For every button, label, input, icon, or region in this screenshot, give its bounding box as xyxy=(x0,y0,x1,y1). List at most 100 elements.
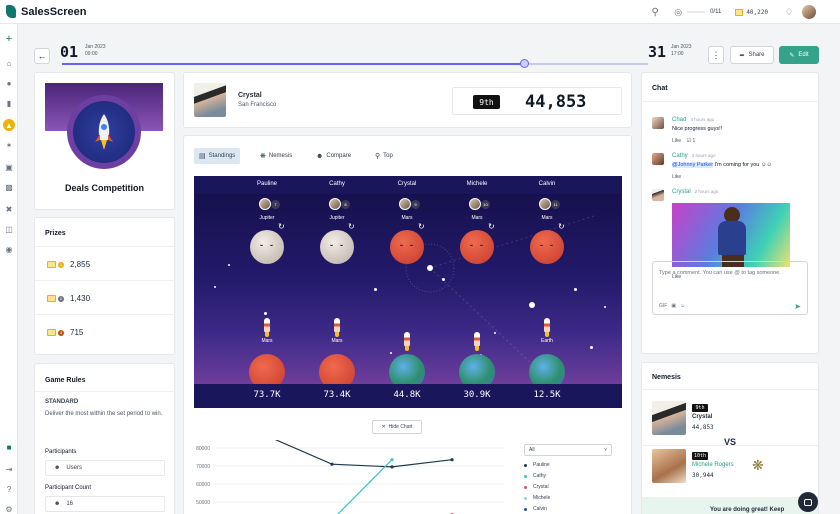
legend-dot-icon xyxy=(524,485,527,489)
start-month: Jan 2023 xyxy=(85,44,106,50)
image-icon[interactable]: ▣ xyxy=(671,303,677,309)
hide-chart-button[interactable]: ✕ Hide Chart xyxy=(372,420,422,434)
end-meta: Jan 2023 17:00 xyxy=(671,44,692,58)
search-icon[interactable]: ⚲ xyxy=(651,6,659,18)
logout-icon[interactable]: ⇥ xyxy=(5,464,13,474)
arrow-left-icon: ← xyxy=(37,51,47,61)
prize-value: 715 xyxy=(70,328,84,337)
legend-item[interactable]: Calvin xyxy=(524,506,547,512)
timeline: ← 01 Jan 2023 09:00 31 Jan 2023 17:00 ⋮ … xyxy=(18,24,840,70)
standings-player-name: Crystal xyxy=(397,181,417,187)
cards-icon[interactable]: ◫ xyxy=(5,224,13,234)
edit-button[interactable]: ✎ Edit xyxy=(779,46,819,64)
like-button[interactable]: Like xyxy=(672,174,682,180)
chat-text: Nice progress guys!! xyxy=(672,126,723,132)
planet-label: Jupiter xyxy=(329,215,345,221)
gift-icon[interactable]: ▩ xyxy=(5,182,13,192)
settings-icon[interactable]: ⚙ xyxy=(5,504,13,514)
progress-stat[interactable]: ◎ 0/11 xyxy=(674,7,721,18)
legend-item[interactable]: Pauline xyxy=(524,462,550,468)
tools-icon[interactable]: ✖ xyxy=(5,204,13,214)
rank-badge: 3 xyxy=(58,329,64,336)
rival-name[interactable]: Michele Rogers xyxy=(692,462,734,468)
trophy-nav-icon[interactable]: ▲ xyxy=(3,119,15,131)
player-avatar[interactable] xyxy=(539,198,551,210)
bell-icon[interactable]: ♢ xyxy=(784,6,794,18)
stats-icon[interactable]: ▮ xyxy=(6,98,12,108)
standings-value: 30.9K xyxy=(463,390,491,400)
rocket-icon xyxy=(404,332,410,346)
emoji-icon[interactable]: ☺ xyxy=(680,303,686,309)
like-button[interactable]: Like xyxy=(672,274,682,280)
jupiter-planet xyxy=(320,230,354,264)
legend-label: Crystal xyxy=(533,484,549,490)
vs-label: VS xyxy=(724,437,737,447)
comment-input[interactable]: Type a comment. You can use @ to tag som… xyxy=(652,261,808,315)
start-meta: Jan 2023 09:00 xyxy=(85,44,106,58)
tab-compare[interactable]: ☻ Compare xyxy=(311,148,356,164)
series-point[interactable] xyxy=(390,465,394,469)
more-button[interactable]: ⋮ xyxy=(708,46,724,64)
player-avatar[interactable] xyxy=(259,198,271,210)
flame-icon xyxy=(265,332,269,337)
close-icon: ✕ xyxy=(381,424,386,430)
chat-gif[interactable] xyxy=(672,203,790,267)
rules-type: STANDARD xyxy=(45,399,79,405)
series-point[interactable] xyxy=(390,458,394,462)
coins-stat[interactable]: 40,220 xyxy=(735,8,768,16)
home-icon[interactable]: ⌂ xyxy=(6,58,12,68)
send-icon[interactable]: ➤ xyxy=(794,302,801,311)
share-button[interactable]: ➦ Share xyxy=(730,46,774,64)
line-chart: 8000070000600005000040000 xyxy=(196,440,504,514)
legend-select[interactable]: All ˅ xyxy=(524,444,612,456)
timeline-thumb[interactable] xyxy=(520,59,529,68)
like-button[interactable]: Like ☑ 1 xyxy=(672,138,696,144)
series-point[interactable] xyxy=(330,462,334,466)
tab-top[interactable]: ⚲ Top xyxy=(370,148,398,164)
chat-icon[interactable]: ● xyxy=(6,78,12,88)
support-chat-button[interactable] xyxy=(798,492,818,512)
legend-item[interactable]: Michele xyxy=(524,495,550,501)
standings-value: 44.8K xyxy=(393,390,421,400)
coins-icon xyxy=(735,8,744,16)
standings-player-name: Michele xyxy=(466,181,488,187)
add-icon[interactable]: + xyxy=(5,33,13,45)
my-rank: 9th xyxy=(692,404,708,412)
activity-icon[interactable]: ✶ xyxy=(5,140,13,150)
mars-planet xyxy=(390,230,424,264)
planet-label: Mars xyxy=(541,215,553,221)
tab-label: Top xyxy=(383,153,393,159)
my-name: Crystal xyxy=(692,414,713,420)
calendar-icon[interactable]: ▣ xyxy=(5,162,13,172)
count-value: 16 xyxy=(66,501,74,507)
compare-icon: ☻ xyxy=(316,152,324,160)
player-photo xyxy=(194,83,226,117)
help-icon[interactable]: ? xyxy=(6,484,12,494)
user-avatar[interactable] xyxy=(802,5,816,19)
tab-nemesis[interactable]: ❋ Nemesis xyxy=(255,148,297,164)
player-avatar[interactable] xyxy=(329,198,341,210)
avatar xyxy=(652,153,664,165)
gif-button[interactable]: GIF xyxy=(659,303,668,309)
legend-item[interactable]: Crystal xyxy=(524,484,549,490)
progress-bar xyxy=(687,11,706,13)
player-avatar[interactable] xyxy=(399,198,411,210)
tab-standings[interactable]: ▤ Standings xyxy=(194,148,241,164)
bulb-icon[interactable]: ◉ xyxy=(5,244,13,254)
y-tick-label: 60000 xyxy=(196,482,210,488)
series-point[interactable] xyxy=(450,458,454,462)
prize-row: 2 1,430 xyxy=(47,294,90,303)
standings-header xyxy=(194,176,622,194)
app-logo[interactable]: SalesScreen xyxy=(6,5,86,18)
share-icon: ➦ xyxy=(739,52,745,59)
back-button[interactable]: ← xyxy=(34,48,50,64)
legend-dot-icon xyxy=(524,474,527,478)
player-rank-box: 9th 44,853 xyxy=(452,87,622,115)
player-count-badge: 11 xyxy=(551,200,560,209)
standings-value: 12.5K xyxy=(533,390,561,400)
y-tick-label: 80000 xyxy=(196,446,210,452)
player-avatar[interactable] xyxy=(469,198,481,210)
legend-item[interactable]: Cathy xyxy=(524,473,546,479)
mars-planet xyxy=(530,230,564,264)
competition-badge xyxy=(67,95,141,169)
